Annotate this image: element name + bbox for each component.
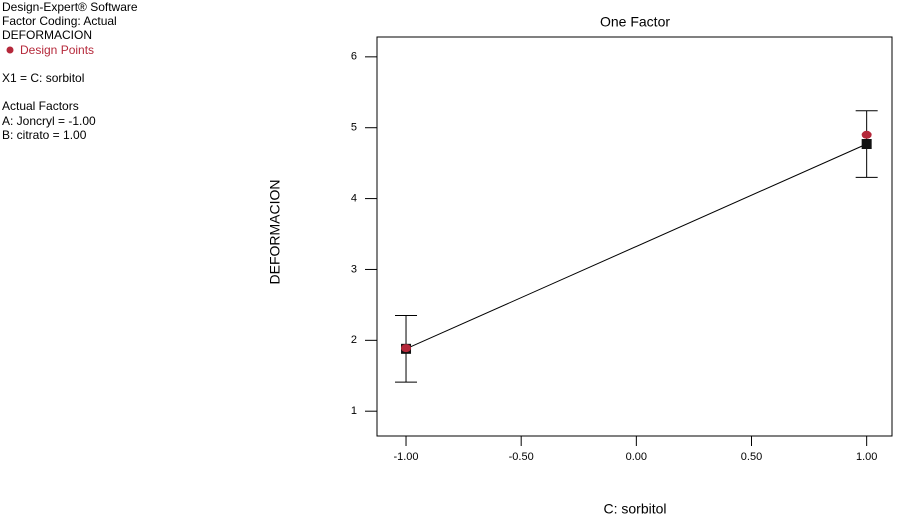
legend-label: Design Points	[20, 43, 94, 57]
actual-factor: A: Joncryl = -1.00	[2, 114, 96, 128]
design-point	[401, 344, 412, 353]
x-tick-label: 0.50	[741, 451, 762, 463]
y-tick-label: 2	[351, 334, 357, 346]
y-tick-label: 4	[351, 192, 357, 204]
y-tick-label: 1	[351, 405, 357, 417]
legend-marker	[6, 46, 14, 54]
x-tick-label: -0.50	[509, 451, 534, 463]
x-tick-label: -1.00	[393, 451, 418, 463]
actual-factor: B: citrato = 1.00	[2, 128, 87, 142]
plot-frame	[376, 36, 893, 437]
chart-title: One Factor	[600, 14, 670, 30]
actual-factors-title: Actual Factors	[2, 99, 79, 113]
prediction-marker	[861, 139, 872, 150]
x-tick-label: 0.00	[626, 451, 647, 463]
x1-label: X1 = C: sorbitol	[2, 71, 84, 85]
info-line: Factor Coding: Actual	[2, 14, 117, 28]
prediction-line	[405, 143, 867, 350]
design-point	[861, 130, 872, 139]
x-tick-label: 1.00	[856, 451, 877, 463]
y-tick-label: 5	[351, 122, 357, 134]
info-line: DEFORMACION	[2, 28, 92, 42]
info-line: Design-Expert® Software	[2, 0, 138, 14]
y-tick-label: 6	[351, 51, 357, 63]
x-axis-label: C: sorbitol	[603, 501, 666, 517]
y-axis-label: DEFORMACION	[267, 180, 283, 285]
y-tick-label: 3	[351, 263, 357, 275]
